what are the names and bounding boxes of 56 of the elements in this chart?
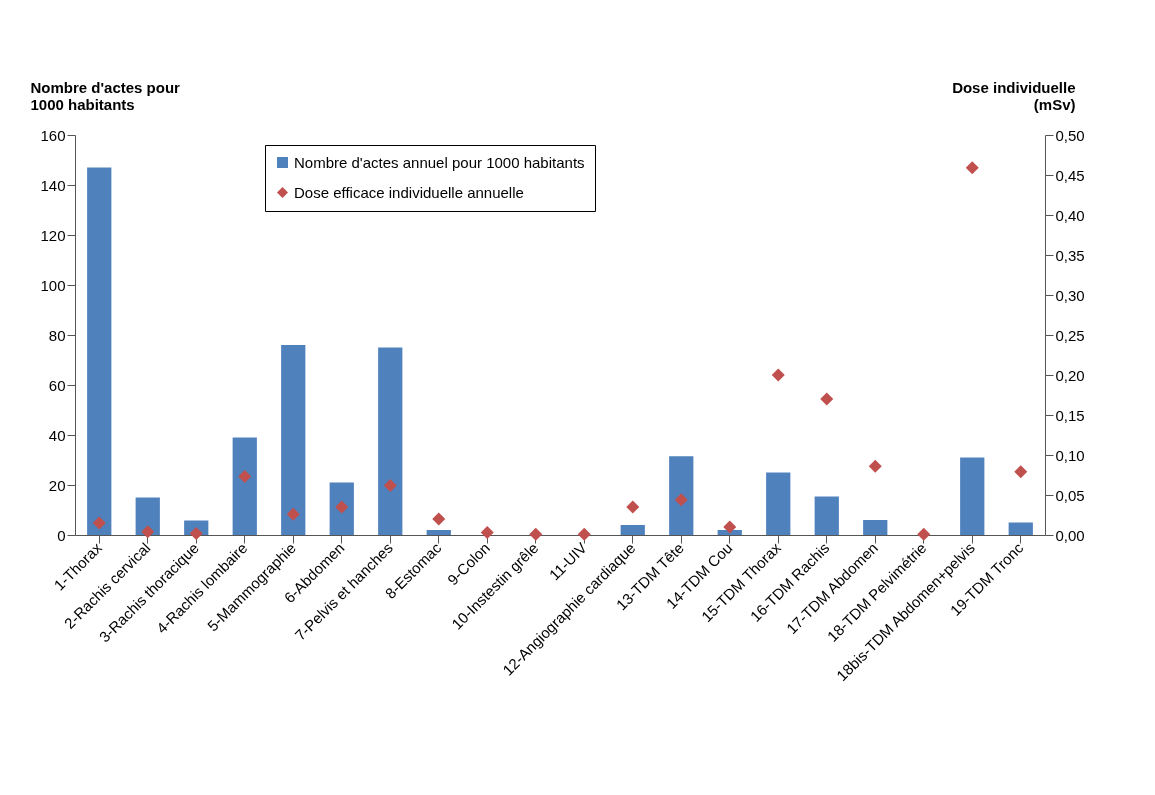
bar <box>863 520 888 535</box>
y2-axis-title: Dose individuelle (mSv) <box>952 78 1076 113</box>
point <box>1014 465 1028 479</box>
point <box>965 161 979 175</box>
y-tick-label: 80 <box>48 326 66 344</box>
point <box>868 459 882 473</box>
point <box>383 478 397 492</box>
y2-tick-label: 0,25 <box>1055 326 1085 344</box>
point <box>480 526 494 540</box>
bar <box>281 345 306 535</box>
y-tick-label: 0 <box>57 526 66 544</box>
bar <box>426 530 451 535</box>
y-tick-label: 140 <box>40 176 66 194</box>
bar <box>814 496 839 535</box>
point <box>529 527 543 541</box>
y-tick-label: 100 <box>40 276 66 294</box>
bar <box>960 457 985 535</box>
y-tick-label: 20 <box>48 476 66 494</box>
point <box>626 500 640 514</box>
point <box>141 525 155 539</box>
y-tick-label: 60 <box>48 376 66 394</box>
point <box>238 470 252 484</box>
bar <box>378 347 403 535</box>
bar <box>669 456 694 535</box>
point <box>674 493 688 507</box>
point <box>771 368 785 382</box>
bar <box>766 472 791 535</box>
legend-label: Nombre d'actes annuel pour 1000 habitants <box>294 153 585 171</box>
y2-tick-label: 0,20 <box>1055 366 1085 384</box>
point <box>820 392 834 406</box>
point <box>577 527 591 541</box>
point <box>92 516 106 530</box>
y2-tick-label: 0,40 <box>1055 206 1085 224</box>
point <box>432 512 446 526</box>
y2-tick-label: 0,10 <box>1055 446 1085 464</box>
y-tick-label: 160 <box>40 126 66 144</box>
bar <box>232 437 257 535</box>
legend-label: Dose efficace individuelle annuelle <box>294 183 524 201</box>
point <box>286 507 300 521</box>
y2-tick-label: 0,05 <box>1055 486 1085 504</box>
y-tick-label: 120 <box>40 226 66 244</box>
y2-tick-label: 0,15 <box>1055 406 1085 424</box>
point <box>917 527 931 541</box>
bar <box>1008 522 1033 535</box>
bar <box>620 525 645 535</box>
y-tick-label: 40 <box>48 426 66 444</box>
bar <box>87 167 112 535</box>
y2-tick-label: 0,30 <box>1055 286 1085 304</box>
point <box>723 520 737 534</box>
bar <box>329 482 354 535</box>
bar <box>135 497 160 535</box>
y2-tick-label: 0,00 <box>1055 526 1085 544</box>
y-axis-title: Nombre d'actes pour 1000 habitants <box>30 78 181 113</box>
y2-tick-label: 0,35 <box>1055 246 1085 264</box>
y2-tick-label: 0,50 <box>1055 126 1085 144</box>
y2-tick-label: 0,45 <box>1055 166 1085 184</box>
